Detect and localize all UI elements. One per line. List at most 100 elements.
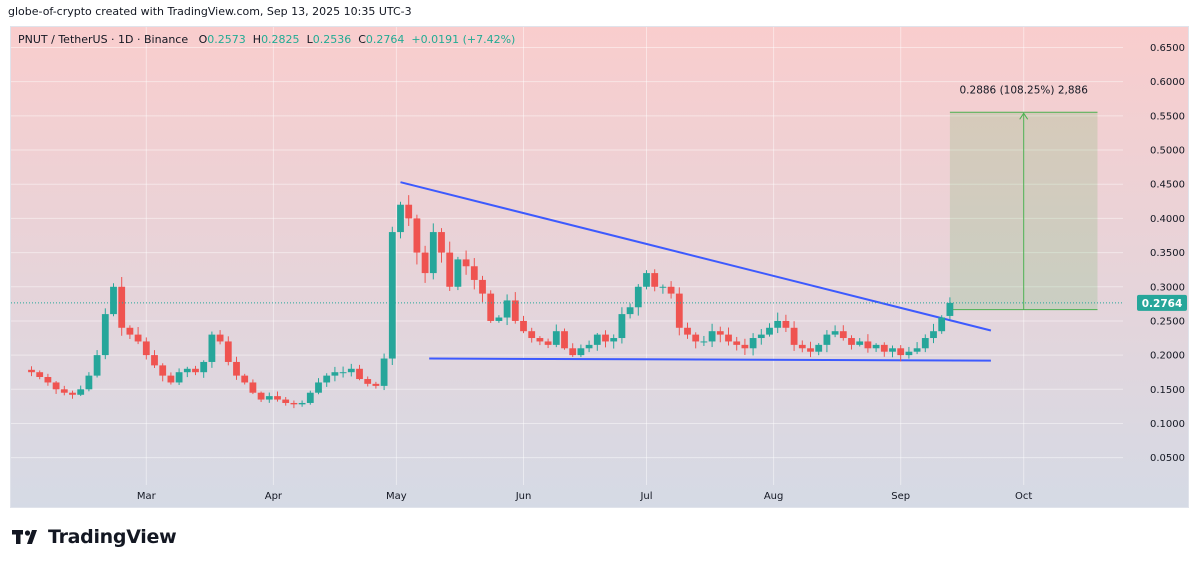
candle-body [659,286,667,288]
x-tick-label: Oct [1015,491,1032,502]
axes: 0.6500 0.6000 0.5500 0.5000 0.4500 0.4000 0.35… [11,43,1187,502]
candle-body [216,334,224,342]
candle-body [708,331,716,342]
y-tick-label: 0.4000 [1150,214,1185,225]
tradingview-logo[interactable]: TradingView [12,526,177,548]
candle-body [618,314,626,339]
candle-body [44,376,52,383]
trendline-lower [429,357,991,362]
candle-body [331,372,339,376]
candle-body [815,344,823,352]
candle-body [749,338,757,349]
candle-body [684,327,691,335]
candle-body [495,317,503,321]
candle-body [913,348,921,352]
candle-body [241,375,249,383]
candle-body [151,355,158,366]
candle-body [897,348,905,356]
candle-body [700,341,708,343]
candles [28,195,954,409]
candle-body [274,396,281,400]
candle-body [60,389,68,393]
candle-body [36,372,44,377]
y-tick-label: 0.2000 [1150,351,1185,362]
candle-body [126,327,134,335]
candle-body [208,334,216,362]
candle-body [142,341,150,356]
trendlines[interactable] [400,181,992,362]
trendline-upper [400,181,992,332]
candle-body [413,218,421,253]
candle-body [323,375,331,383]
tradingview-logo-text: TradingView [48,526,177,548]
candle-body [585,344,593,349]
candle-body [766,327,773,335]
x-tick-label: Mar [137,491,157,502]
open-key: O [198,33,208,46]
candle-body [298,402,306,405]
candle-body [167,375,175,383]
candle-body [282,399,290,403]
candle-body [470,266,478,280]
candle-body [233,361,240,376]
candle-body [118,286,126,328]
high-key: H [252,33,262,46]
candle-body [921,338,929,349]
y-tick-label: 0.2500 [1150,316,1185,327]
candle-body [569,348,577,356]
x-tick-label: Jun [515,491,532,502]
candle-body [643,273,650,287]
candle-body [528,331,536,339]
candle-body [462,259,470,267]
candle-body [224,341,232,362]
candle-body [421,252,429,274]
candle-body [593,334,601,345]
x-tick-label: May [386,491,407,502]
candle-body [790,327,798,345]
candle-body [634,286,642,308]
candle-body [856,341,864,345]
measure-arrow-head [1019,112,1029,120]
measure-tool[interactable]: 0.2886 (108.25%) 2,886 [949,84,1098,311]
candle-body [405,204,413,219]
candle-body [249,382,257,393]
x-tick-label: Apr [265,491,283,502]
candle-body [798,344,806,349]
candle-body [110,286,117,315]
chart-panel[interactable]: 0.2886 (108.25%) 2,886 0.6500 0.6000 0.550… [10,26,1189,508]
candle-body [315,382,322,393]
candle-body [388,232,396,359]
candle-body [831,331,839,335]
candle-body [946,302,954,316]
candle-body [807,348,814,352]
candle-body [438,232,445,253]
candle-body [69,392,76,395]
candle-body [544,341,552,345]
candle-body [339,372,347,374]
x-tick-label: Sep [891,491,910,502]
candle-body [101,314,109,356]
candle-body [85,375,93,390]
candle-body [347,368,355,373]
candle-body [364,379,372,384]
candle-body [667,286,675,294]
last-price-tag [1137,294,1187,311]
candle-body [774,320,782,328]
candle-body [725,334,732,342]
candle-body [675,293,683,328]
price-chart[interactable]: 0.2886 (108.25%) 2,886 0.6500 0.6000 0.550… [11,27,1189,508]
candle-body [77,389,85,395]
open-value: 0.2573 [207,33,246,46]
candle-body [938,317,946,332]
candle-body [716,331,724,335]
candle-body [848,338,855,345]
candle-body [429,232,437,274]
high-value: 0.2825 [261,33,300,46]
candle-body [536,338,544,342]
candle-body [265,396,273,400]
candle-body [93,355,101,376]
chart-background [11,27,1188,507]
close-key: C [358,33,366,46]
grid [11,27,1123,485]
low-value: 0.2536 [312,33,352,46]
